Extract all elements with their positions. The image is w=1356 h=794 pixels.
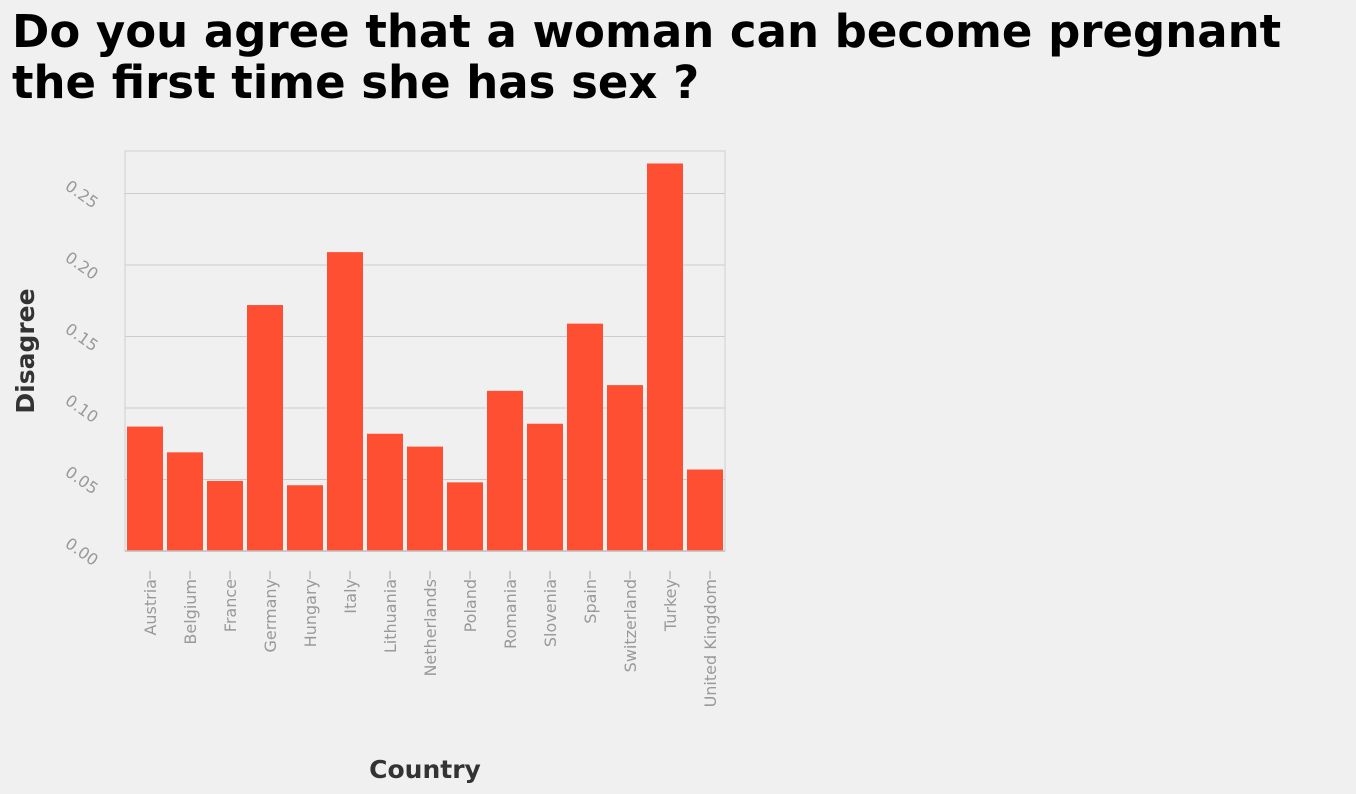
bar-united-kingdom <box>687 469 723 551</box>
bar-austria <box>127 426 163 551</box>
bar-poland <box>447 482 483 551</box>
bar-germany <box>247 305 283 551</box>
x-tick-label: Netherlands <box>421 579 440 677</box>
bar-france <box>207 480 243 551</box>
bar-lithuania <box>367 433 403 551</box>
x-axis-title: Country <box>369 755 481 784</box>
x-tick-label: Spain <box>581 579 600 624</box>
y-tick-label: 0.05 <box>62 462 102 498</box>
x-tick-label: Slovenia <box>541 579 560 647</box>
bar-turkey <box>647 163 683 551</box>
x-tick-label: Austria <box>141 579 160 636</box>
bar-spain <box>567 323 603 551</box>
x-tick-label: Poland <box>461 579 480 632</box>
x-tick-label: Turkey <box>661 579 680 632</box>
y-tick-label: 0.25 <box>62 176 102 212</box>
bar-slovenia <box>527 423 563 551</box>
y-tick-label: 0.00 <box>62 534 102 570</box>
y-axis-ticks: 0.00 0.05 0.10 0.15 0.20 0.25 <box>62 176 102 569</box>
bar-belgium <box>167 452 203 551</box>
bar-italy <box>327 252 363 551</box>
bar-romania <box>487 390 523 551</box>
bar-netherlands <box>407 446 443 551</box>
x-tick-label: Italy <box>341 579 360 614</box>
y-axis-title: Disagree <box>11 288 40 413</box>
chart-title: Do you agree that a woman can become pre… <box>12 5 1282 109</box>
x-tick-label: Germany <box>261 579 280 653</box>
x-axis-ticks: Austria Belgium France Germany Hungary Italy L… <box>141 571 720 707</box>
y-tick-label: 0.20 <box>62 248 102 284</box>
bar-hungary <box>287 485 323 551</box>
bars <box>127 163 723 551</box>
x-tick-label: United Kingdom <box>701 579 720 707</box>
x-tick-label: France <box>221 579 240 632</box>
x-tick-label: Romania <box>501 579 520 649</box>
x-tick-label: Belgium <box>181 579 200 645</box>
bar-switzerland <box>607 385 643 551</box>
x-tick-label: Lithuania <box>381 579 400 653</box>
y-tick-label: 0.15 <box>62 319 102 355</box>
x-tick-label: Hungary <box>301 579 320 647</box>
x-tick-label: Switzerland <box>621 579 640 672</box>
y-tick-label: 0.10 <box>62 391 102 427</box>
